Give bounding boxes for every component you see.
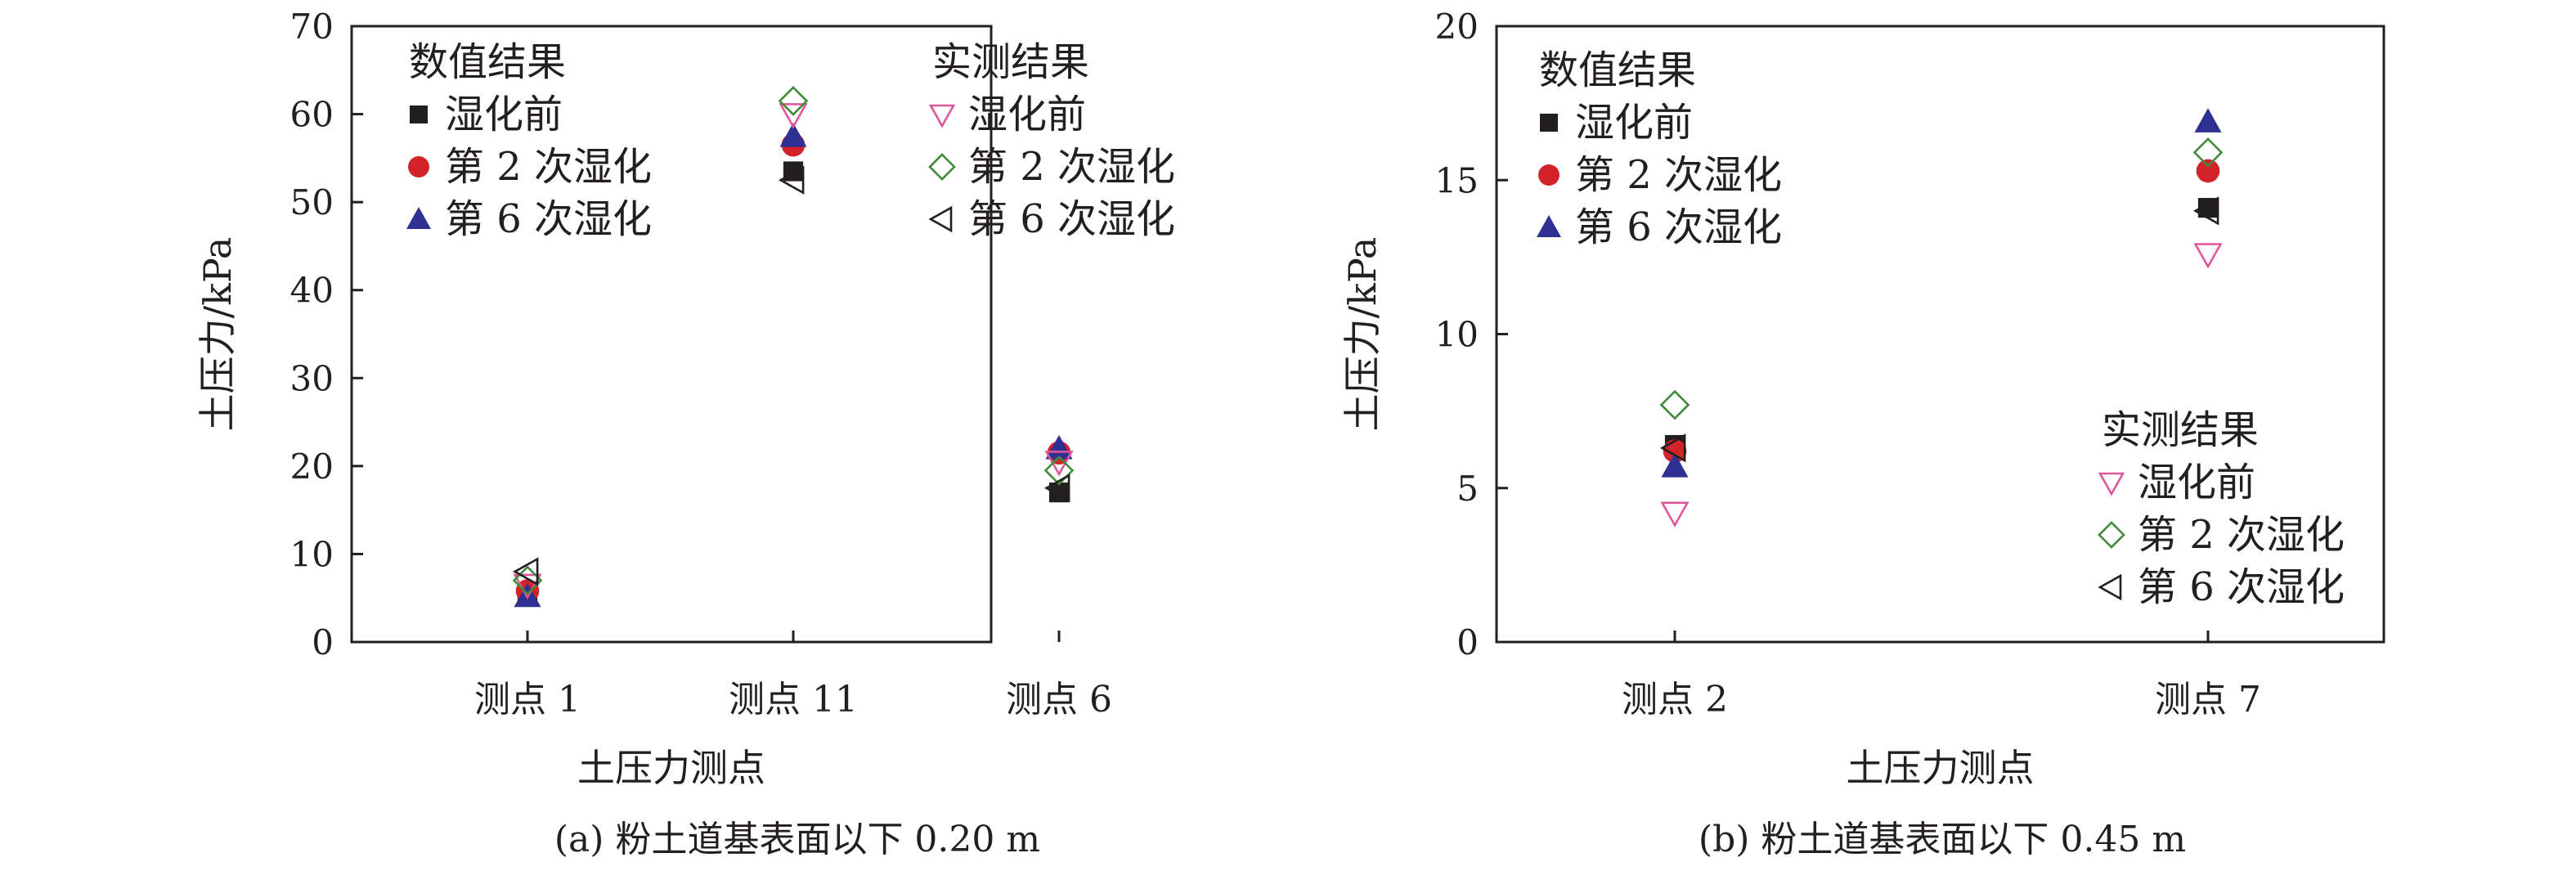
- legend-label: 湿化前: [445, 92, 563, 137]
- legend-label: 湿化前: [2138, 460, 2255, 505]
- data-point-triangle-down-open: [779, 103, 808, 129]
- legend-title: 数值结果: [1539, 47, 1696, 93]
- legend-marker-diamond-open: [928, 153, 956, 181]
- data-point-triangle-up: [1661, 452, 1689, 478]
- plot-frame: [350, 25, 993, 644]
- y-tick-label: 20: [290, 447, 334, 487]
- y-tick-label: 10: [1435, 315, 1479, 355]
- data-point-triangle-left-open: [2192, 196, 2219, 226]
- x-tick-label: 测点 7: [2155, 679, 2261, 721]
- legend-label: 第 6 次湿化: [445, 196, 652, 242]
- y-tick-label: 5: [1456, 469, 1479, 509]
- legend-label: 第 6 次湿化: [1575, 204, 1782, 250]
- data-point-diamond-open: [1043, 455, 1075, 486]
- x-tick-label: 测点 6: [1006, 679, 1112, 721]
- y-tick-label: 70: [290, 7, 334, 47]
- chart-b-caption: (b) 粉土道基表面以下 0.45 m: [1698, 819, 2187, 860]
- y-tick-label: 20: [1435, 7, 1479, 47]
- legend-label: 第 6 次湿化: [968, 196, 1175, 242]
- y-axis-label: 土压力/kPa: [1340, 237, 1384, 432]
- y-tick-label: 30: [290, 358, 334, 398]
- legend-title: 数值结果: [409, 39, 566, 85]
- data-point-square: [783, 161, 804, 182]
- legend-marker-triangle-up: [406, 207, 431, 229]
- y-tick-label: 0: [312, 622, 334, 662]
- legend-marker-triangle-up: [1537, 215, 1561, 237]
- data-point-triangle-left-open: [1043, 474, 1070, 503]
- legend-marker-triangle-down-open: [2098, 472, 2125, 496]
- data-point-triangle-up: [2194, 108, 2222, 132]
- legend-label: 湿化前: [1575, 100, 1693, 146]
- legend-marker-triangle-down-open: [928, 104, 956, 128]
- data-point-diamond-open: [778, 86, 809, 116]
- data-point-triangle-left-open: [1659, 433, 1686, 463]
- legend-label: 第 2 次湿化: [445, 144, 652, 190]
- y-tick-label: 15: [1435, 160, 1479, 200]
- legend-marker-diamond-open: [2098, 521, 2125, 549]
- x-axis-label: 土压力测点: [1847, 746, 2035, 790]
- data-point-triangle-down-open: [1660, 501, 1690, 528]
- legend-marker-circle: [408, 156, 429, 177]
- data-point-triangle-down-open: [2193, 243, 2223, 269]
- legend-marker-square: [1540, 114, 1558, 132]
- legend-label: 湿化前: [968, 92, 1086, 137]
- legend-label: 第 2 次湿化: [968, 144, 1175, 190]
- data-point-triangle-left-open: [512, 557, 539, 586]
- data-point-triangle-left-open: [778, 165, 805, 195]
- legend-marker-square: [410, 106, 428, 123]
- data-point-circle: [2196, 159, 2220, 183]
- y-axis-label: 土压力/kPa: [195, 237, 240, 432]
- legend-label: 第 2 次湿化: [2138, 512, 2345, 558]
- y-tick-label: 40: [290, 271, 334, 311]
- x-axis-label: 土压力测点: [577, 746, 765, 790]
- x-tick-label: 测点 1: [474, 679, 581, 721]
- x-tick-label: 测点 2: [1622, 679, 1728, 721]
- chart-a: 0 10 20 30 40 50 60 70 测点 1 测点 11 测点 6 土压力测点 土压力/kPa…: [195, 7, 1175, 790]
- legend-title: 实测结果: [932, 39, 1089, 85]
- y-tick-label: 0: [1456, 622, 1479, 662]
- legend-marker-triangle-left-open: [2098, 573, 2122, 601]
- legend-marker-triangle-left-open: [928, 205, 953, 233]
- legend-label: 第 2 次湿化: [1575, 152, 1782, 198]
- data-point-diamond-open: [1659, 389, 1690, 420]
- data-point-triangle-up: [779, 122, 807, 147]
- y-tick-label: 50: [290, 182, 334, 222]
- chart-a-caption: (a) 粉土道基表面以下 0.20 m: [554, 819, 1041, 860]
- legend-label: 第 6 次湿化: [2138, 564, 2345, 610]
- legend-marker-circle: [1538, 164, 1560, 186]
- data-point-triangle-up: [1045, 434, 1073, 460]
- legend-title: 实测结果: [2102, 407, 2259, 453]
- data-point-diamond-open: [2192, 137, 2224, 168]
- y-tick-label: 10: [290, 534, 334, 574]
- y-tick-label: 60: [290, 95, 334, 135]
- x-tick-label: 测点 11: [729, 679, 858, 721]
